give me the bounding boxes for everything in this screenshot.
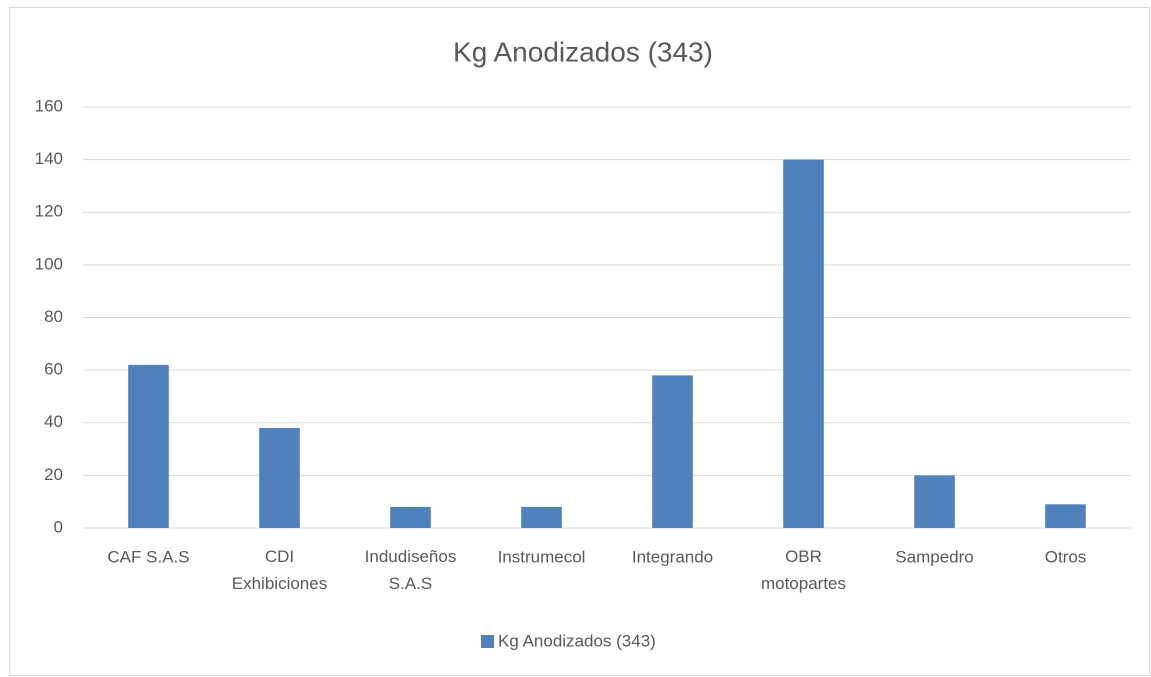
x-tick-label: Otros	[1045, 547, 1087, 566]
x-tick-label: Sampedro	[895, 547, 973, 566]
bar	[1045, 504, 1086, 528]
chart-border	[9, 7, 1150, 676]
bar	[521, 506, 562, 528]
x-tick-label: CDI Exhibiciones	[232, 547, 327, 593]
bar	[783, 159, 824, 528]
y-tick-label: 120	[35, 202, 63, 221]
legend-swatch	[481, 635, 494, 648]
x-tick-label: CAF S.A.S	[107, 547, 189, 566]
y-tick-label: 20	[44, 465, 63, 484]
bar	[390, 506, 431, 528]
y-tick-label: 60	[44, 360, 63, 379]
chart-title: Kg Anodizados (343)	[453, 36, 713, 67]
y-tick-label: 80	[44, 307, 63, 326]
legend-label: Kg Anodizados (343)	[498, 631, 656, 650]
y-tick-label: 40	[44, 412, 63, 431]
x-tick-label: OBR motopartes	[761, 547, 846, 593]
y-tick-label: 0	[54, 517, 63, 536]
x-tick-label: Instrumecol	[498, 547, 586, 566]
bar	[914, 475, 955, 528]
y-tick-label: 100	[35, 254, 63, 273]
bar	[652, 375, 693, 528]
y-tick-label: 140	[35, 149, 63, 168]
bar	[128, 364, 169, 528]
x-tick-label: Integrando	[632, 547, 713, 566]
bar	[259, 428, 300, 528]
x-tick-label: Indudiseños S.A.S	[365, 547, 457, 593]
y-tick-label: 160	[35, 96, 63, 115]
